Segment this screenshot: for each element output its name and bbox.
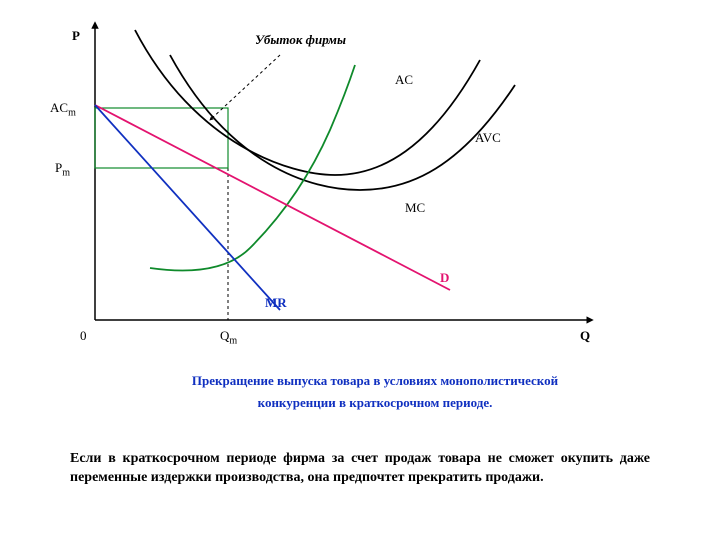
loss-rectangle: [95, 108, 228, 168]
caption-text: Прекращение выпуска товара в условиях мо…: [160, 370, 590, 414]
label-qm-base: Q: [220, 328, 229, 343]
line-d: [95, 105, 450, 290]
label-origin: 0: [80, 328, 87, 344]
paragraph-text: Если в краткосрочном периоде фирма за сч…: [70, 450, 650, 488]
label-mc: MC: [405, 200, 425, 216]
label-acm: ACm: [50, 100, 76, 119]
label-q-axis: Q: [580, 328, 590, 344]
label-acm-sub: m: [68, 108, 76, 119]
label-avc: AVC: [475, 130, 501, 146]
loss-arrow: [210, 55, 280, 120]
label-pm-sub: m: [62, 168, 70, 179]
label-d: D: [440, 270, 449, 286]
label-p-axis: P: [72, 28, 80, 44]
label-ac: AC: [395, 72, 413, 88]
label-acm-base: AC: [50, 100, 68, 115]
label-pm: Pm: [55, 160, 70, 179]
label-qm-sub: m: [229, 336, 237, 347]
label-loss-title: Убыток фирмы: [255, 32, 346, 48]
label-mr: MR: [265, 295, 287, 311]
economics-diagram: P Q 0 Qm Pm ACm Убыток фирмы AC AVC MC M…: [0, 0, 720, 540]
line-mr: [95, 105, 280, 310]
label-qm: Qm: [220, 328, 237, 347]
curve-avc: [170, 55, 515, 190]
